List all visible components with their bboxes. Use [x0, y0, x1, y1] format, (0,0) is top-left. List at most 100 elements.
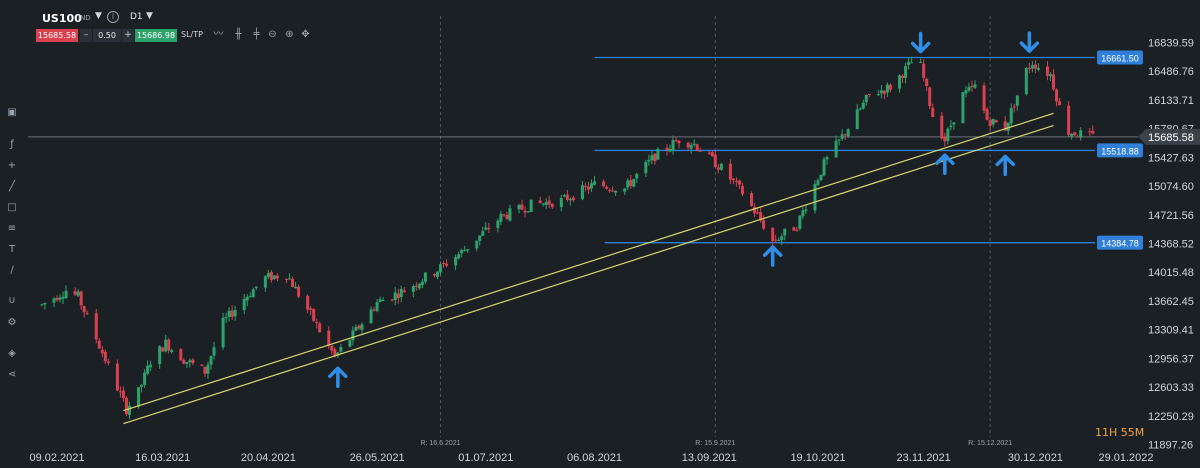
candle-body: [846, 129, 850, 136]
candle-body: [783, 228, 787, 236]
candle-body: [801, 210, 805, 217]
volume-increase-button[interactable]: +: [122, 29, 134, 42]
candle-body: [188, 360, 192, 363]
candle-body: [206, 364, 210, 374]
brush-icon[interactable]: ∕: [10, 265, 14, 276]
candle-body: [312, 308, 316, 321]
y-tick-label: 14368.52: [1148, 238, 1194, 250]
sell-button[interactable]: 15685.58: [36, 29, 78, 42]
candle-body: [1012, 106, 1016, 108]
function-icon[interactable]: ƒ: [10, 139, 14, 150]
symbol-name[interactable]: US100: [42, 12, 82, 25]
sl-tp-button[interactable]: SL/TP: [181, 30, 203, 39]
x-tick-label: 30.12.2021: [1008, 452, 1063, 464]
timeframe-select[interactable]: D1: [130, 12, 143, 22]
candle-body: [734, 180, 738, 182]
candle-body: [614, 190, 618, 193]
timeframe-dropdown-icon[interactable]: ▼: [146, 11, 153, 21]
candle-body: [520, 204, 524, 210]
candle-body: [919, 62, 923, 64]
candle-body: [266, 273, 270, 278]
candle-body: [819, 174, 823, 181]
candle-body: [922, 63, 926, 78]
window-icon[interactable]: ▣: [7, 107, 17, 118]
drawing-tools-sidebar: ▣ ƒ + ╱ □ ≡ T ∕ ∪ ⚙ ◈ ⋖: [0, 100, 26, 380]
candle-body: [508, 208, 512, 221]
candle-body: [753, 207, 757, 214]
candle-body: [432, 273, 436, 276]
candle-body: [867, 93, 871, 95]
layers-icon[interactable]: ◈: [8, 348, 16, 359]
info-icon[interactable]: i: [107, 11, 119, 23]
candle-body: [58, 297, 62, 300]
candle-body: [864, 95, 868, 103]
symbol-dropdown-icon[interactable]: ▼: [95, 11, 102, 21]
volume-input[interactable]: 0.50: [93, 29, 121, 42]
candle-body: [1027, 67, 1031, 70]
volume-decrease-button[interactable]: –: [80, 29, 92, 42]
candle-body: [263, 276, 267, 288]
candle-body: [417, 283, 421, 289]
candle-body: [1070, 133, 1074, 137]
candle-body: [517, 204, 521, 210]
candle-body: [650, 155, 654, 161]
candle-body: [478, 235, 482, 241]
level-label: 14384.78: [1101, 239, 1139, 249]
buy-button[interactable]: 15686.98: [135, 29, 177, 42]
market-type: IND: [78, 14, 91, 22]
rectangle-icon[interactable]: □: [7, 202, 17, 213]
candle-body: [674, 140, 678, 142]
x-tick-label: 20.04.2021: [241, 452, 296, 464]
zoom-out-icon[interactable]: ⊖: [268, 29, 277, 40]
candle-body: [804, 209, 808, 212]
candle-body: [272, 275, 276, 279]
candle-body: [707, 152, 711, 154]
magnet-icon[interactable]: ∪: [8, 295, 16, 306]
y-tick-label: 16486.76: [1148, 66, 1194, 78]
candle-body: [454, 257, 458, 266]
candle-body: [626, 180, 630, 188]
candle-body: [949, 125, 953, 128]
settings-icon[interactable]: ⚙: [7, 317, 17, 328]
level-label: 15518.88: [1101, 146, 1139, 156]
candle-body: [481, 231, 485, 236]
candle-body: [677, 140, 681, 144]
candle-body: [671, 140, 675, 151]
candle-body: [750, 193, 754, 206]
candle-body: [695, 144, 699, 151]
candle-body: [402, 290, 406, 293]
x-tick-label: 19.10.2021: [790, 452, 845, 464]
pencil-icon[interactable]: ╱: [8, 181, 16, 192]
candle-body: [423, 272, 427, 282]
candle-body: [1076, 136, 1080, 138]
move-icon[interactable]: ✥: [301, 29, 310, 40]
fibonacci-icon[interactable]: ≡: [7, 223, 17, 234]
candle-body: [590, 183, 593, 189]
candle-body: [759, 212, 763, 221]
candle-body: [716, 167, 720, 170]
candle-body: [665, 147, 669, 151]
candles-icon[interactable]: ╫: [235, 29, 242, 40]
share-icon[interactable]: ⋖: [7, 369, 17, 380]
zoom-in-icon[interactable]: ⊕: [285, 29, 294, 40]
candle-body: [668, 148, 672, 152]
y-tick-label: 15427.63: [1148, 152, 1194, 164]
candle-body: [1049, 74, 1053, 77]
candle-body: [780, 236, 784, 240]
candle-body: [879, 90, 883, 94]
crosshair-icon[interactable]: +: [7, 160, 17, 171]
candle-body: [973, 84, 977, 88]
candle-body: [904, 66, 908, 79]
line-chart-icon[interactable]: 〰: [213, 29, 224, 40]
candle-body: [496, 220, 500, 228]
candle-body: [547, 200, 551, 205]
text-icon[interactable]: T: [8, 244, 16, 255]
y-tick-label: 14015.48: [1148, 267, 1194, 279]
y-tick-label: 12250.29: [1148, 411, 1194, 423]
candle-body: [901, 75, 905, 79]
bars-icon[interactable]: ╪: [253, 29, 260, 40]
candle-body: [632, 178, 636, 187]
candle-body: [568, 198, 572, 201]
candle-body: [1030, 65, 1034, 69]
